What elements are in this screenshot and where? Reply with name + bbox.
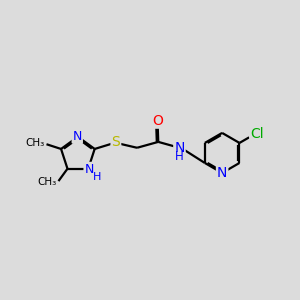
Text: H: H xyxy=(175,150,184,163)
Text: O: O xyxy=(152,114,163,128)
Text: CH₃: CH₃ xyxy=(38,177,57,187)
Text: N: N xyxy=(174,141,185,155)
Text: CH₃: CH₃ xyxy=(26,138,45,148)
Text: N: N xyxy=(73,130,82,143)
Text: N: N xyxy=(84,163,94,176)
Text: H: H xyxy=(93,172,101,182)
Text: S: S xyxy=(112,136,120,149)
Text: Cl: Cl xyxy=(250,127,264,141)
Text: N: N xyxy=(217,166,227,180)
